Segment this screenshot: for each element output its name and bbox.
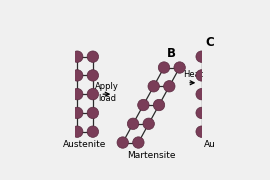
Circle shape	[196, 126, 207, 137]
Circle shape	[87, 107, 99, 119]
Circle shape	[196, 70, 207, 81]
Circle shape	[72, 70, 83, 81]
Text: Martensite: Martensite	[127, 151, 176, 160]
Circle shape	[87, 88, 99, 100]
Circle shape	[127, 118, 139, 129]
Circle shape	[212, 70, 223, 81]
Circle shape	[212, 107, 223, 119]
Circle shape	[87, 70, 99, 81]
Text: load: load	[98, 94, 116, 103]
Circle shape	[72, 51, 83, 62]
Circle shape	[212, 126, 223, 137]
Circle shape	[133, 137, 144, 148]
Circle shape	[117, 137, 129, 148]
Circle shape	[72, 126, 83, 137]
Text: Austenite: Austenite	[63, 141, 107, 150]
Text: Au: Au	[204, 141, 215, 150]
Circle shape	[212, 51, 223, 62]
Text: Heat: Heat	[183, 70, 203, 79]
Circle shape	[212, 88, 223, 100]
Circle shape	[87, 51, 99, 62]
Text: B: B	[167, 47, 176, 60]
Circle shape	[72, 88, 83, 100]
Circle shape	[153, 99, 165, 111]
Circle shape	[164, 81, 175, 92]
Circle shape	[196, 107, 207, 119]
Circle shape	[174, 62, 185, 73]
Circle shape	[148, 81, 159, 92]
Circle shape	[87, 126, 99, 137]
Circle shape	[138, 99, 149, 111]
Circle shape	[196, 51, 207, 62]
Circle shape	[196, 88, 207, 100]
Circle shape	[72, 107, 83, 119]
Circle shape	[158, 62, 170, 73]
Circle shape	[143, 118, 154, 129]
Text: C: C	[205, 36, 214, 49]
Text: Apply: Apply	[95, 82, 119, 91]
